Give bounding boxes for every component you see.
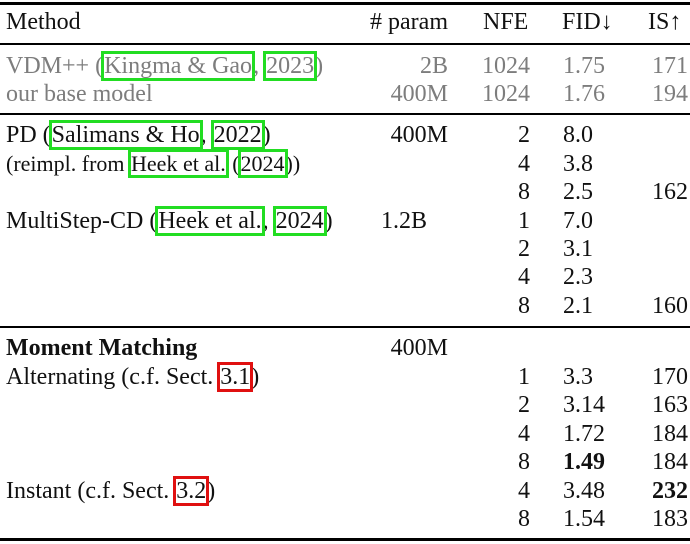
fid-cell: 1.54 bbox=[563, 506, 605, 532]
nfe-cell: 8 bbox=[518, 506, 530, 532]
citation-author-link[interactable]: Salimans & Ho bbox=[48, 120, 203, 150]
param-cell: 400M bbox=[390, 335, 448, 361]
section-rule-2 bbox=[0, 326, 690, 328]
fid-cell: 3.3 bbox=[563, 364, 593, 390]
method-cell: our base model bbox=[6, 81, 153, 107]
nfe-cell: 8 bbox=[518, 449, 530, 475]
fid-cell: 1.75 bbox=[563, 53, 605, 79]
is-cell-best: 232 bbox=[652, 478, 688, 504]
nfe-cell: 1 bbox=[518, 208, 530, 234]
citation-author-link[interactable]: Kingma & Gao bbox=[101, 51, 256, 81]
fid-cell: 1.76 bbox=[563, 81, 605, 107]
nfe-cell: 4 bbox=[518, 421, 530, 447]
fid-cell: 2.5 bbox=[563, 179, 593, 205]
nfe-cell: 1024 bbox=[482, 81, 530, 107]
citation-author-link[interactable]: Heek et al. bbox=[128, 149, 229, 178]
is-cell: 183 bbox=[652, 506, 688, 532]
section-rule-1 bbox=[0, 113, 690, 115]
param-cell: 2B bbox=[419, 53, 448, 79]
fid-cell: 8.0 bbox=[563, 122, 593, 148]
fid-cell: 3.8 bbox=[563, 151, 593, 177]
method-cell: Instant (c.f. Sect. 3.2) bbox=[6, 476, 216, 506]
header-is: IS↑ bbox=[648, 9, 682, 35]
section-ref-link[interactable]: 3.2 bbox=[173, 476, 210, 506]
fid-cell: 2.1 bbox=[563, 293, 593, 319]
fid-cell: 3.14 bbox=[563, 392, 605, 418]
top-rule bbox=[0, 2, 690, 5]
fid-cell: 3.48 bbox=[563, 478, 605, 504]
nfe-cell: 2 bbox=[518, 236, 530, 262]
header-fid: FID↓ bbox=[562, 9, 613, 35]
section-ref-link[interactable]: 3.1 bbox=[217, 362, 254, 392]
is-cell: 184 bbox=[652, 449, 688, 475]
fid-cell: 7.0 bbox=[563, 208, 593, 234]
nfe-cell: 4 bbox=[518, 151, 530, 177]
citation-year-link[interactable]: 2024 bbox=[272, 206, 327, 236]
is-cell: 162 bbox=[652, 179, 688, 205]
fid-cell-best: 1.49 bbox=[563, 449, 605, 475]
param-cell: 1.2B bbox=[380, 208, 427, 234]
nfe-cell: 4 bbox=[518, 478, 530, 504]
method-cell: MultiStep-CD (Heek et al., 2024) bbox=[6, 206, 333, 236]
citation-year-link[interactable]: 2024 bbox=[237, 149, 288, 178]
nfe-cell: 8 bbox=[518, 293, 530, 319]
section-title: Moment Matching bbox=[6, 335, 198, 361]
nfe-cell: 8 bbox=[518, 179, 530, 205]
method-cell: PD (Salimans & Ho, 2022) bbox=[6, 120, 271, 150]
is-cell: 170 bbox=[652, 364, 688, 390]
citation-year-link[interactable]: 2022 bbox=[210, 120, 265, 150]
nfe-cell: 2 bbox=[518, 392, 530, 418]
is-cell: 194 bbox=[652, 81, 688, 107]
method-cell: (reimpl. from Heek et al. (2024)) bbox=[6, 149, 301, 178]
is-cell: 171 bbox=[652, 53, 688, 79]
citation-year-link[interactable]: 2023 bbox=[263, 51, 318, 81]
param-cell: 400M bbox=[390, 81, 448, 107]
nfe-cell: 4 bbox=[518, 264, 530, 290]
header-rule bbox=[0, 43, 690, 45]
is-cell: 184 bbox=[652, 421, 688, 447]
is-cell: 163 bbox=[652, 392, 688, 418]
nfe-cell: 1 bbox=[518, 364, 530, 390]
header-method: Method bbox=[6, 9, 81, 35]
nfe-cell: 2 bbox=[518, 122, 530, 148]
is-cell: 160 bbox=[652, 293, 688, 319]
method-cell: Alternating (c.f. Sect. 3.1) bbox=[6, 362, 260, 392]
param-cell: 400M bbox=[390, 122, 448, 148]
method-cell: VDM++ (Kingma & Gao, 2023) bbox=[6, 51, 324, 81]
fid-cell: 2.3 bbox=[563, 264, 593, 290]
bottom-rule bbox=[0, 538, 690, 541]
nfe-cell: 1024 bbox=[482, 53, 530, 79]
fid-cell: 1.72 bbox=[563, 421, 605, 447]
citation-author-link[interactable]: Heek et al. bbox=[155, 206, 265, 236]
header-param: # param bbox=[370, 9, 448, 35]
header-nfe: NFE bbox=[483, 9, 529, 35]
fid-cell: 3.1 bbox=[563, 236, 593, 262]
